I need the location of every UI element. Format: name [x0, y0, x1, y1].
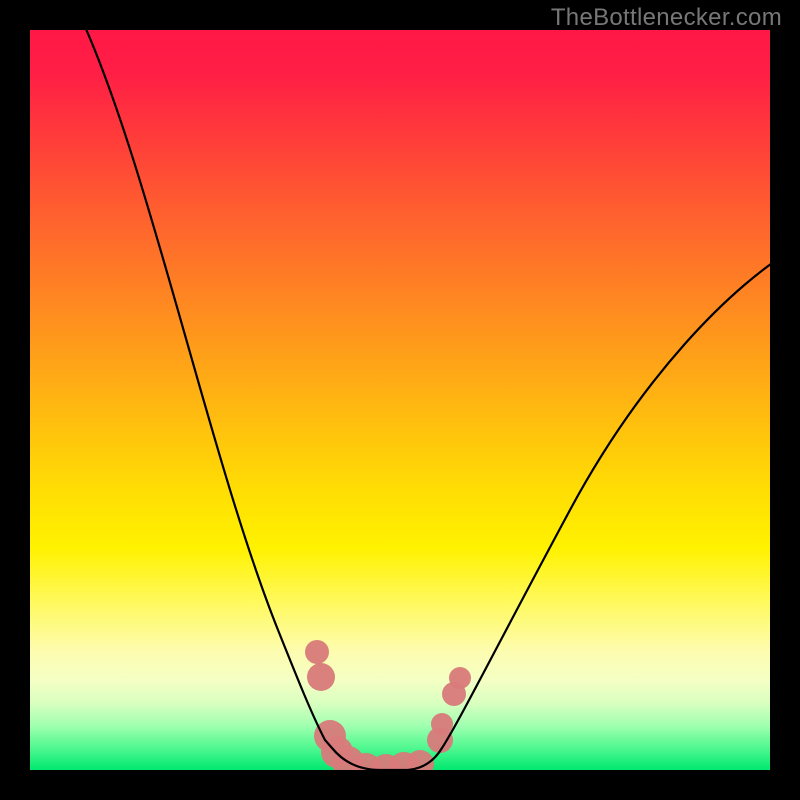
data-marker	[305, 640, 329, 664]
plot-area	[30, 30, 770, 770]
gradient-background	[30, 30, 770, 770]
data-marker	[431, 713, 453, 735]
chart-container: TheBottlenecker.com	[0, 0, 800, 800]
data-marker	[449, 667, 471, 689]
plot-svg	[30, 30, 770, 770]
watermark-text: TheBottlenecker.com	[551, 4, 782, 32]
data-marker	[307, 663, 335, 691]
